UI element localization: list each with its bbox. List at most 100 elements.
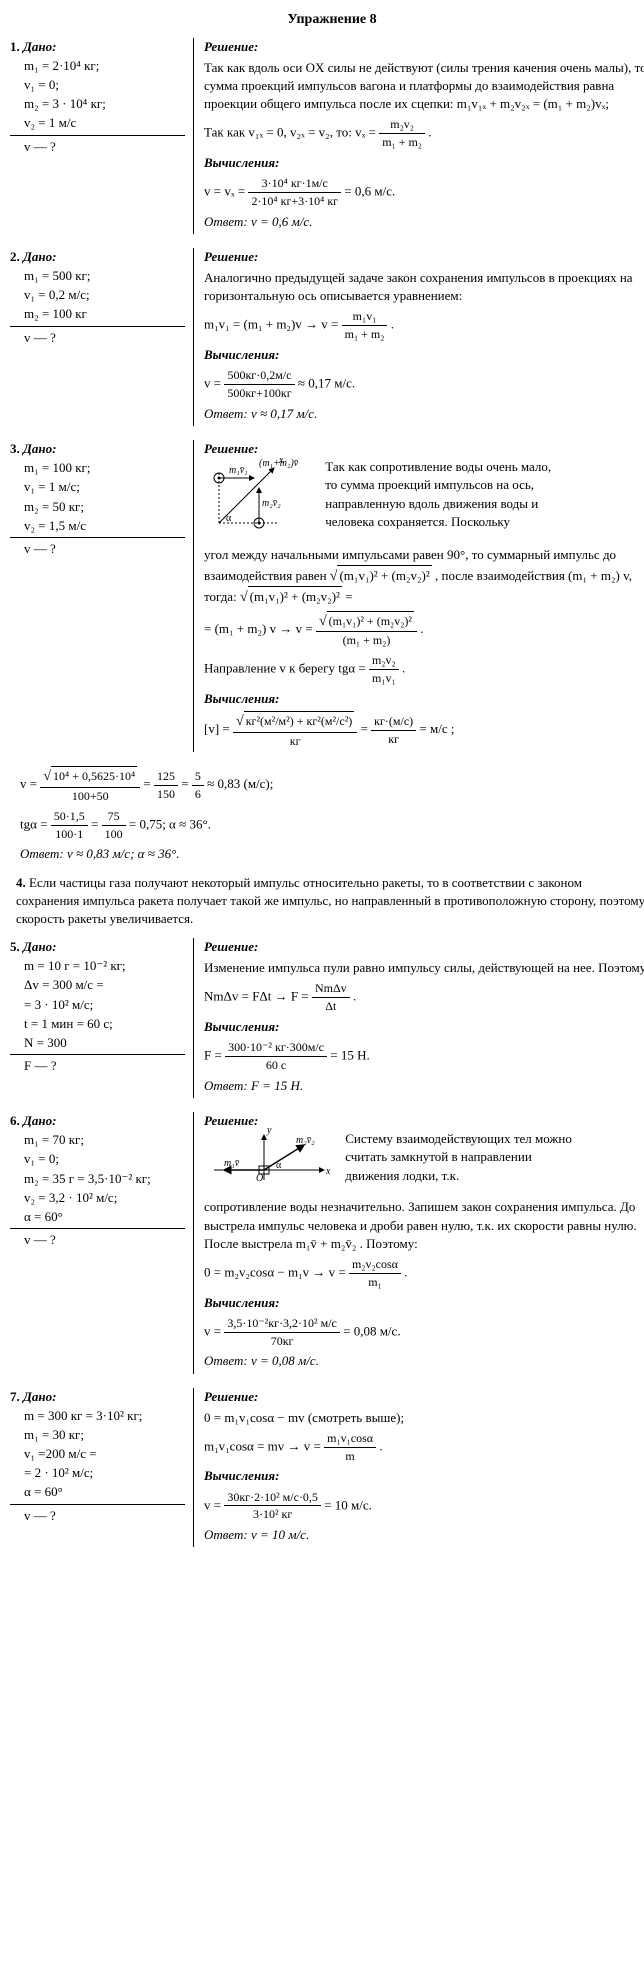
given-line: m₁ = 2·10⁴ кг; <box>10 57 185 75</box>
solution-text: сопротивление воды незначительно. Запише… <box>204 1198 644 1253</box>
svg-text:O: O <box>256 1173 263 1184</box>
problem-number: 5. <box>10 939 20 954</box>
find-line: v — ? <box>10 537 185 558</box>
given-line: m₁ = 500 кг; <box>10 267 185 285</box>
given-column: 6. Дано: m₁ = 70 кг; v₁ = 0; m₂ = 35 г =… <box>10 1112 194 1374</box>
solution-column: Решение: m₁v̄₁ m₂v̄₂ (m₁+m₂)v̄ x α <box>194 440 644 752</box>
problem-3: 3. Дано: m₁ = 100 кг; v₁ = 1 м/с; m₂ = 5… <box>10 440 644 752</box>
solution-eq: NmΔv = FΔt → F = NmΔvΔt . <box>204 980 644 1015</box>
given-line: α = 60° <box>10 1208 185 1226</box>
svg-text:m₂v̄₂: m₂v̄₂ <box>262 498 281 509</box>
find-line: v — ? <box>10 326 185 347</box>
problem-number: 4. <box>16 875 26 890</box>
given-line: m₁ = 30 кг; <box>10 1426 185 1444</box>
solution-eq: 0 = m₁v₁cosα − mv (смотреть выше); <box>204 1409 644 1427</box>
calc-label: Вычисления: <box>204 154 644 172</box>
find-line: F — ? <box>10 1054 185 1075</box>
problem-number: 3. <box>10 441 20 456</box>
problem-2: 2. Дано: m₁ = 500 кг; v₁ = 0,2 м/с; m₂ =… <box>10 248 644 426</box>
given-line: v₁ = 0; <box>10 1150 185 1168</box>
calc-eq: v = vₓ = 3·10⁴ кг·1м/с2·10⁴ кг+3·10⁴ кг … <box>204 175 644 210</box>
given-line: m₂ = 100 кг <box>10 305 185 323</box>
given-line: m₂ = 35 г = 3,5·10⁻² кг; <box>10 1170 185 1188</box>
given-label: Дано: <box>23 39 56 54</box>
problem-7: 7. Дано: m = 300 кг = 3·10² кг; m₁ = 30 … <box>10 1388 644 1548</box>
solution-label: Решение: <box>204 1388 644 1406</box>
find-line: v — ? <box>10 135 185 156</box>
given-line: m₁ = 70 кг; <box>10 1131 185 1149</box>
solution-column: Решение: y x O m₁v̄ m₂v̄₂ α Сис <box>194 1112 644 1374</box>
tg-calc: tgα = 50·1,5100·1 = 75100 = 0,75; α ≈ 36… <box>10 808 644 843</box>
svg-text:m₁v̄: m₁v̄ <box>224 1158 240 1169</box>
direction-eq: Направление v к берегу tgα = m₂v₂m₁v₁ . <box>204 652 644 687</box>
page-title: Упражнение 8 <box>10 10 644 30</box>
find-line: v — ? <box>10 1504 185 1525</box>
given-line: v₁ = 0; <box>10 76 185 94</box>
solution-label: Решение: <box>204 248 644 266</box>
svg-text:x: x <box>278 455 284 466</box>
svg-text:α: α <box>226 513 232 524</box>
calc-eq: v = 3,5·10⁻²кг·3,2·10² м/с70кг = 0,08 м/… <box>204 1315 644 1350</box>
answer: Ответ: v = 0,08 м/с. <box>204 1352 644 1370</box>
problem-text: Если частицы газа получают некоторый имп… <box>16 875 644 926</box>
calc-label: Вычисления: <box>204 1018 644 1036</box>
problem-number: 1. <box>10 39 20 54</box>
given-line: N = 300 <box>10 1034 185 1052</box>
given-line: α = 60° <box>10 1483 185 1501</box>
given-line: = 3 · 10² м/с; <box>10 996 185 1014</box>
answer: Ответ: v ≈ 0,83 м/с; α ≈ 36°. <box>10 845 644 863</box>
calc-label: Вычисления: <box>204 1294 644 1312</box>
given-line: Δv = 300 м/с = <box>10 976 185 994</box>
problem-5: 5. Дано: m = 10 г = 10⁻² кг; Δv = 300 м/… <box>10 938 644 1098</box>
calc-eq: v = 30кг·2·10² м/с·0,53·10² кг = 10 м/с. <box>204 1489 644 1524</box>
solution-text: угол между начальными импульсами равен 9… <box>204 546 644 607</box>
given-label: Дано: <box>23 939 56 954</box>
solution-column: Решение: Так как вдоль оси OX силы не де… <box>194 38 644 234</box>
svg-text:α: α <box>276 1160 282 1171</box>
solution-label: Решение: <box>204 440 644 458</box>
given-line: m₂ = 3 · 10⁴ кг; <box>10 95 185 113</box>
given-label: Дано: <box>23 1113 56 1128</box>
v-calc: v = 10⁴ + 0,5625·10⁴100+50 = 125150 = 56… <box>10 766 644 804</box>
given-line: v₁ =200 м/с = <box>10 1445 185 1463</box>
given-line: v₁ = 1 м/с; <box>10 478 185 496</box>
problem-4: 4. Если частицы газа получают некоторый … <box>10 874 644 929</box>
given-line: m = 10 г = 10⁻² кг; <box>10 957 185 975</box>
solution-text: Изменение импульса пули равно импульсу с… <box>204 959 644 977</box>
calc-eq: v = 500кг·0,2м/с500кг+100кг ≈ 0,17 м/с. <box>204 367 644 402</box>
svg-text:m₁v̄₁: m₁v̄₁ <box>229 465 248 476</box>
given-line: m₁ = 100 кг; <box>10 459 185 477</box>
given-line: v₂ = 3,2 · 10² м/с; <box>10 1189 185 1207</box>
problem-6: 6. Дано: m₁ = 70 кг; v₁ = 0; m₂ = 35 г =… <box>10 1112 644 1374</box>
problem-number: 7. <box>10 1389 20 1404</box>
given-line: t = 1 мин = 60 с; <box>10 1015 185 1033</box>
given-column: 7. Дано: m = 300 кг = 3·10² кг; m₁ = 30 … <box>10 1388 194 1548</box>
solution-text: Систему взаимодействующих тел можно счит… <box>345 1130 575 1185</box>
vector-diagram: m₁v̄₁ m₂v̄₂ (m₁+m₂)v̄ x α <box>204 458 314 543</box>
problem-1: 1. Дано: m₁ = 2·10⁴ кг; v₁ = 0; m₂ = 3 ·… <box>10 38 644 234</box>
given-column: 1. Дано: m₁ = 2·10⁴ кг; v₁ = 0; m₂ = 3 ·… <box>10 38 194 234</box>
problem-number: 6. <box>10 1113 20 1128</box>
solution-label: Решение: <box>204 38 644 56</box>
find-line: v — ? <box>10 1228 185 1249</box>
solution-text: Так как сопротивление воды очень мало, т… <box>325 458 555 531</box>
solution-text: Аналогично предыдущей задаче закон сохра… <box>204 269 644 305</box>
calc-label: Вычисления: <box>204 1467 644 1485</box>
problem-number: 2. <box>10 249 20 264</box>
answer: Ответ: v = 0,6 м/с. <box>204 213 644 231</box>
solution-eq: = (m₁ + m₂) v → v = (m₁v₁)² + (m₂v₂)²(m₁… <box>204 611 644 649</box>
solution-eq: m₁v₁cosα = mv → v = m₁v₁cosαm . <box>204 1430 644 1465</box>
solution-text: Так как вдоль оси OX силы не действуют (… <box>204 59 644 114</box>
calc-eq: F = 300·10⁻² кг·300м/с60 с = 15 Н. <box>204 1039 644 1074</box>
given-line: v₂ = 1,5 м/с <box>10 517 185 535</box>
solution-eq: m₁v₁ = (m₁ + m₂)v → v = m₁v₁m₁ + m₂ . <box>204 308 644 343</box>
given-line: m₂ = 50 кг; <box>10 498 185 516</box>
calc-label: Вычисления: <box>204 346 644 364</box>
answer: Ответ: F = 15 Н. <box>204 1077 644 1095</box>
solution-label: Решение: <box>204 938 644 956</box>
solution-eq: Так как v₁ₓ = 0, v₂ₓ = v₂, то: vₓ = m₂v₂… <box>204 116 644 151</box>
given-column: 2. Дано: m₁ = 500 кг; v₁ = 0,2 м/с; m₂ =… <box>10 248 194 426</box>
solution-column: Решение: Изменение импульса пули равно и… <box>194 938 644 1098</box>
answer: Ответ: v ≈ 0,17 м/с. <box>204 405 644 423</box>
given-label: Дано: <box>23 441 56 456</box>
